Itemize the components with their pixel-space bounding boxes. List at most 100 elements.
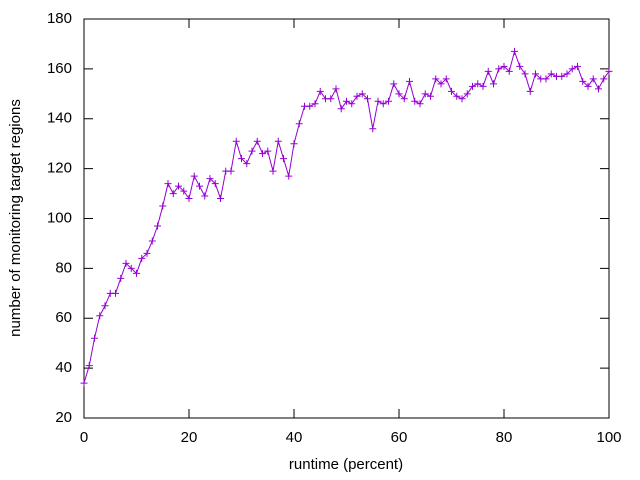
point [285,172,293,180]
point [154,222,161,230]
point [201,192,209,200]
point [421,90,429,98]
point [532,70,539,78]
point [327,95,335,103]
point [563,70,571,78]
point [579,77,587,85]
point [211,180,219,188]
x-tick-label: 60 [391,429,408,446]
x-tick-label: 0 [80,429,88,446]
x-tick-label: 80 [496,429,513,446]
point [217,195,224,203]
point [379,100,387,108]
point [490,80,497,88]
x-tick-label: 20 [181,429,198,446]
point [316,87,324,95]
point [112,289,119,297]
point [427,92,434,100]
point [311,100,319,108]
point [190,172,198,180]
point [85,362,93,370]
y-tick-label: 100 [47,209,72,226]
point [463,90,471,98]
point [91,334,98,342]
point [521,70,529,78]
y-tick-label: 20 [55,409,72,426]
point [406,77,413,85]
point [280,155,287,163]
point [416,100,424,108]
y-tick-label: 180 [47,10,72,27]
point [600,75,608,83]
point [264,147,272,155]
point [448,87,455,95]
point [343,97,350,105]
point [148,237,156,245]
point [232,137,240,145]
point [96,312,104,320]
point [432,75,440,83]
point [385,97,392,105]
x-tick-label: 40 [286,429,303,446]
point [117,274,125,282]
point [516,62,524,70]
point [437,80,445,88]
point [259,150,266,158]
y-axis-label: number of monitoring target regions [7,99,24,337]
point [180,187,188,195]
point [605,67,613,75]
point [169,190,177,198]
point [364,95,371,103]
x-tick-label: 100 [596,429,621,446]
point [584,82,592,90]
point [495,65,503,73]
point [206,175,214,183]
point [511,47,518,55]
point [589,75,597,83]
point [542,75,550,83]
point [358,90,366,98]
point [290,140,298,148]
point [164,180,172,188]
point [185,195,193,203]
point [253,137,261,145]
point [101,302,109,310]
point [369,125,377,133]
point [238,155,245,163]
point [469,82,476,90]
point [547,70,555,78]
y-tick-label: 140 [47,110,72,127]
point [122,259,130,267]
y-tick-label: 40 [55,359,72,376]
point [127,264,135,272]
point [175,182,182,190]
point [274,137,282,145]
point [243,160,251,168]
point [400,95,408,103]
point [568,65,576,73]
y-tick-label: 60 [55,309,72,326]
point [574,62,581,70]
point [390,80,398,88]
y-tick-label: 120 [47,160,72,177]
point [353,92,361,100]
point [196,182,203,190]
point [442,75,450,83]
point [80,379,88,387]
point [395,90,403,98]
point [295,120,303,128]
point [526,87,534,95]
point [474,80,482,88]
point [484,67,492,75]
point [306,102,314,110]
point [248,147,256,155]
point [143,249,151,257]
point [337,105,345,113]
y-tick-label: 80 [55,259,72,276]
x-axis-label: runtime (percent) [289,456,403,473]
point [453,92,461,100]
plot-border [83,18,610,419]
point [332,85,340,93]
point [133,269,140,277]
